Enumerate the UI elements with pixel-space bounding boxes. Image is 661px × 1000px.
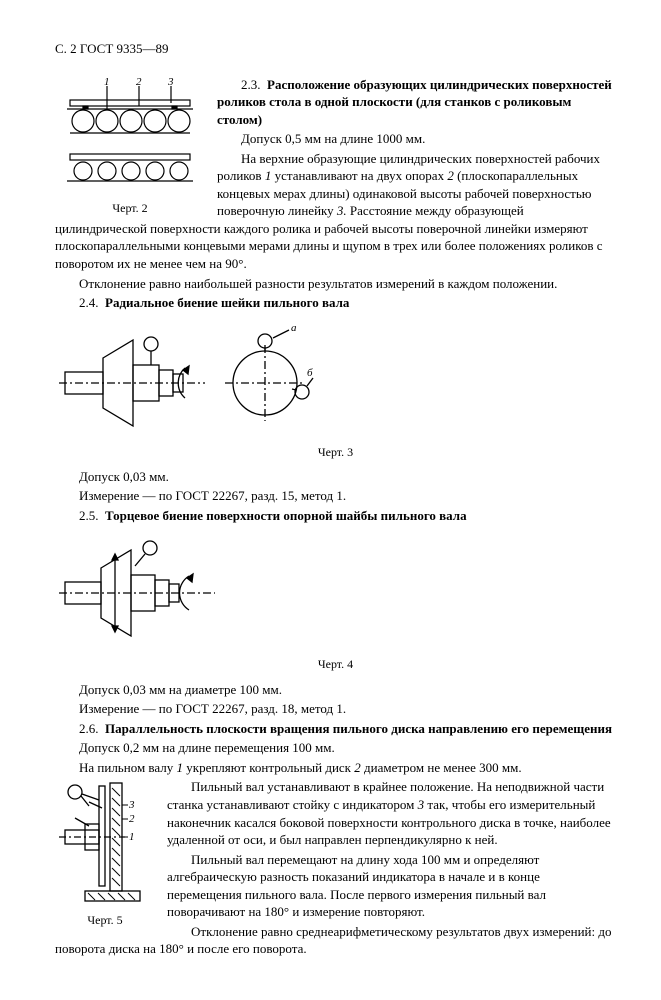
figure-2-caption: Черт. 2 <box>55 200 205 216</box>
s25-tolerance: Допуск 0,03 мм на диаметре 100 мм. <box>55 681 616 699</box>
figure-4-block: Черт. 4 <box>55 532 616 672</box>
fig3-a: а <box>291 322 297 334</box>
s24-measure: Измерение — по ГОСТ 22267, разд. 15, мет… <box>55 487 616 505</box>
t: укрепляют контрольный диск <box>186 760 351 775</box>
figure-3-svg: а б <box>55 320 315 440</box>
svg-text:3: 3 <box>167 76 174 88</box>
ref-1: 1 <box>177 760 184 775</box>
s24-tolerance: Допуск 0,03 мм. <box>55 468 616 486</box>
s25-num: 2.5. <box>79 508 99 523</box>
section-2-3: 1 2 3 Черт. 2 2.3. Расположение образующ… <box>55 76 616 275</box>
t: На пильном валу <box>79 760 173 775</box>
section-2-6-body: 3 2 1 Черт. 5 Пильный вал устанавливают … <box>55 778 616 959</box>
figure-2-block: 1 2 3 Черт. 2 <box>55 76 205 216</box>
s26-tolerance: Допуск 0,2 мм на длине перемещения 100 м… <box>55 739 616 757</box>
t: диаметром не менее 300 мм. <box>364 760 522 775</box>
s25-title: Торцевое биение поверхности опорной шайб… <box>105 508 467 523</box>
s25-measure: Измерение — по ГОСТ 22267, разд. 18, мет… <box>55 700 616 718</box>
s25-heading: 2.5. Торцевое биение поверхности опорной… <box>55 507 616 525</box>
ref-3: 3. <box>337 203 347 218</box>
s24-num: 2.4. <box>79 295 99 310</box>
figure-2-svg: 1 2 3 <box>55 76 205 196</box>
figure-5-caption: Черт. 5 <box>55 912 155 928</box>
svg-text:2: 2 <box>136 76 142 88</box>
ref-3: 3 <box>418 797 425 812</box>
ref-2: 2 <box>447 168 454 183</box>
figure-5-svg: 3 2 1 <box>55 778 155 908</box>
s24-title: Радиальное биение шейки пильного вала <box>105 295 349 310</box>
s24-heading: 2.4. Радиальное биение шейки пильного ва… <box>55 294 616 312</box>
s23-deviation: Отклонение равно наибольшей разности рез… <box>55 275 616 293</box>
s26-title: Параллельность плоскости вращения пильно… <box>105 721 612 736</box>
s23-title: Расположение образующих цилиндрических п… <box>217 77 612 127</box>
fig5-n2: 2 <box>129 813 135 825</box>
svg-text:1: 1 <box>104 76 110 88</box>
figure-3-caption: Черт. 3 <box>55 444 616 460</box>
s26-num: 2.6. <box>79 721 99 736</box>
page-header: С. 2 ГОСТ 9335—89 <box>55 40 616 58</box>
s26-heading: 2.6. Параллельность плоскости вращения п… <box>55 720 616 738</box>
fig5-n3: 3 <box>128 799 135 811</box>
fig3-b: б <box>307 367 313 379</box>
fig5-n1: 1 <box>129 831 135 843</box>
ref-1: 1 <box>265 168 272 183</box>
figure-4-caption: Черт. 4 <box>55 656 616 672</box>
figure-3-block: а б Черт. 3 <box>55 320 616 460</box>
t: устанавливают на двух опорах <box>275 168 445 183</box>
figure-4-svg <box>55 532 235 652</box>
s23-num: 2.3. <box>241 77 261 92</box>
ref-2: 2 <box>354 760 361 775</box>
figure-5-block: 3 2 1 Черт. 5 <box>55 778 155 928</box>
s26-p1: На пильном валу 1 укрепляют контрольный … <box>55 759 616 777</box>
